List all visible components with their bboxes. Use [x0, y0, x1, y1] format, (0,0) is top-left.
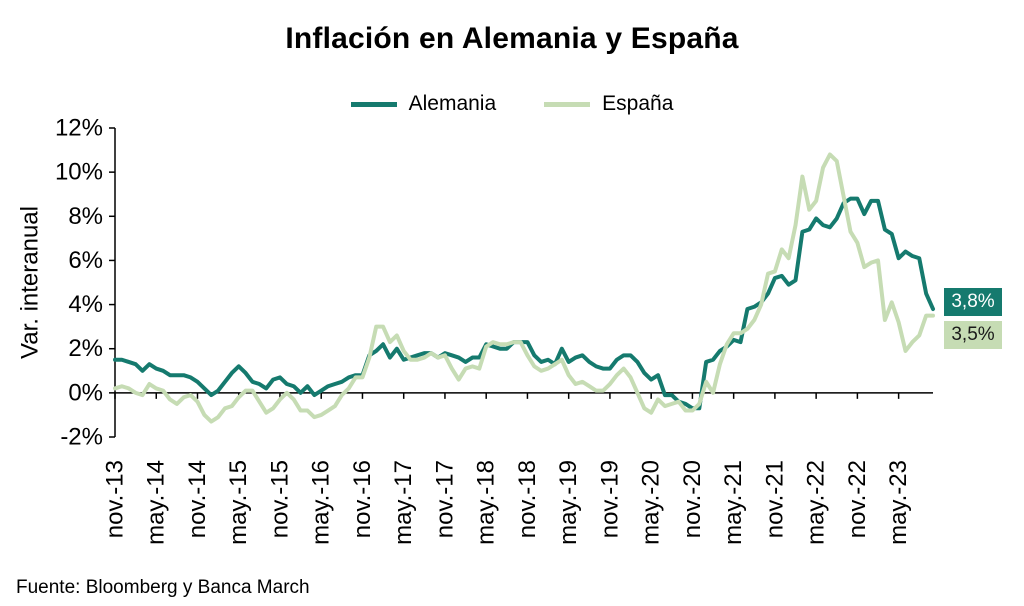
value-badge-alemania: 3,8% — [944, 288, 1002, 316]
x-tick-label: nov.-19 — [596, 460, 623, 538]
y-tick-label: 12% — [55, 115, 103, 142]
x-tick-label: nov.-17 — [431, 460, 458, 538]
x-tick-label: may.-17 — [390, 460, 417, 545]
legend-item-espana: España — [544, 92, 673, 116]
chart-title: Inflación en Alemania y España — [285, 22, 739, 55]
x-tick-label: may.-22 — [803, 460, 830, 545]
x-tick-label: nov.-15 — [266, 460, 293, 538]
x-tick-label: nov.-21 — [761, 460, 788, 538]
source-note: Fuente: Bloomberg y Banca March — [16, 577, 310, 598]
x-tick-label: may.-23 — [885, 460, 912, 545]
legend-label-espana: España — [602, 92, 674, 115]
y-axis-title: Var. interanual — [17, 206, 44, 359]
y-tick-label: -2% — [60, 424, 103, 451]
chart-legend: Alemania España — [0, 92, 1024, 116]
alemania-line-swatch-icon — [350, 101, 397, 107]
espana-line-swatch-icon — [544, 101, 591, 107]
x-tick-label: nov.-14 — [184, 460, 211, 538]
legend-label-alemania: Alemania — [408, 92, 497, 115]
y-tick-label: 4% — [68, 291, 103, 318]
alemania-series-line — [113, 196, 935, 411]
value-badge-espana: 3,5% — [944, 321, 1002, 349]
x-tick-label: nov.-20 — [679, 460, 706, 538]
legend-item-alemania: Alemania — [350, 92, 497, 116]
x-tick-label: nov.-22 — [844, 460, 871, 538]
y-tick-label: 0% — [68, 379, 103, 406]
y-tick-label: 8% — [68, 203, 103, 230]
x-tick-label: may.-19 — [555, 460, 582, 545]
y-tick-label: 2% — [68, 335, 103, 362]
x-tick-label: may.-14 — [143, 460, 170, 545]
x-tick-label: may.-15 — [225, 460, 252, 545]
x-tick-label: nov.-18 — [514, 460, 541, 538]
x-tick-label: may.-18 — [473, 460, 500, 545]
x-tick-label: nov.-13 — [102, 460, 129, 538]
y-tick-label: 6% — [68, 247, 103, 274]
y-tick-label: 10% — [55, 159, 103, 186]
x-tick-label: nov.-16 — [349, 460, 376, 538]
x-tick-label: may.-16 — [308, 460, 335, 545]
x-tick-label: may.-20 — [638, 460, 665, 545]
espana-series-line — [113, 152, 935, 424]
x-tick-label: may.-21 — [720, 460, 747, 545]
